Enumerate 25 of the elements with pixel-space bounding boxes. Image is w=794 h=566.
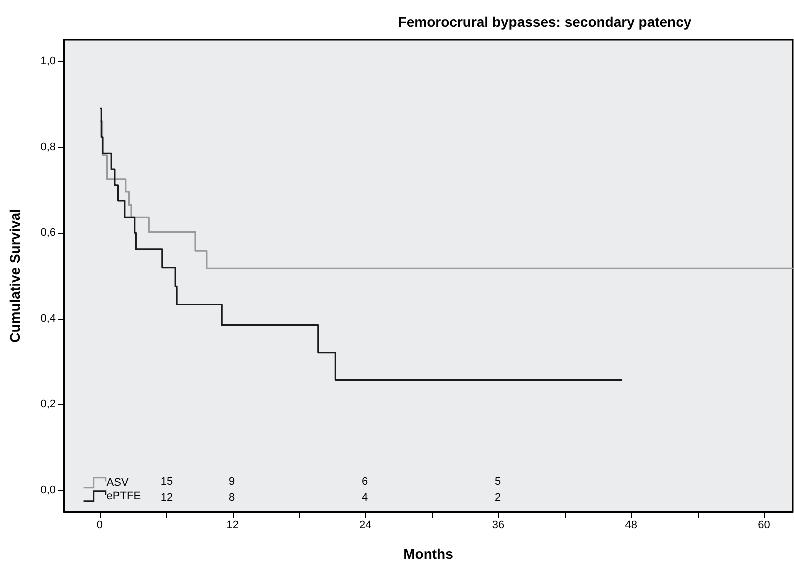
annotation: 2	[494, 492, 502, 504]
y-axis-title: Cumulative Survival	[7, 209, 23, 343]
annotation: 5	[494, 476, 502, 488]
x-tick-label: 12	[226, 520, 239, 532]
x-tick-label: 60	[758, 520, 770, 532]
annotation: 9	[228, 476, 236, 488]
y-tick-label: 0,6	[40, 227, 56, 240]
annotation: 4	[362, 492, 368, 504]
chart-title: Femorocrural bypasses: secondary patency	[398, 14, 692, 30]
legend-label: ePTFE	[106, 490, 142, 502]
annotation: 8	[228, 492, 236, 504]
y-tick-label: 0,8	[40, 141, 56, 154]
x-axis-title: Months	[404, 546, 454, 562]
annotation: 6	[362, 476, 368, 488]
legend-label: ASV	[106, 476, 130, 489]
y-tick-label: 0,4	[40, 312, 56, 325]
y-tick-label: 1,0	[40, 55, 56, 68]
annotation: 15	[160, 476, 174, 488]
x-tick-label: 24	[360, 520, 372, 532]
x-tick-label: 0	[96, 520, 104, 532]
y-tick-label: 0,0	[40, 484, 56, 497]
x-tick-label: 36	[492, 520, 505, 532]
annotation: 12	[160, 492, 174, 504]
x-tick-label: 48	[625, 520, 638, 532]
y-tick-label: 0,2	[40, 398, 56, 411]
